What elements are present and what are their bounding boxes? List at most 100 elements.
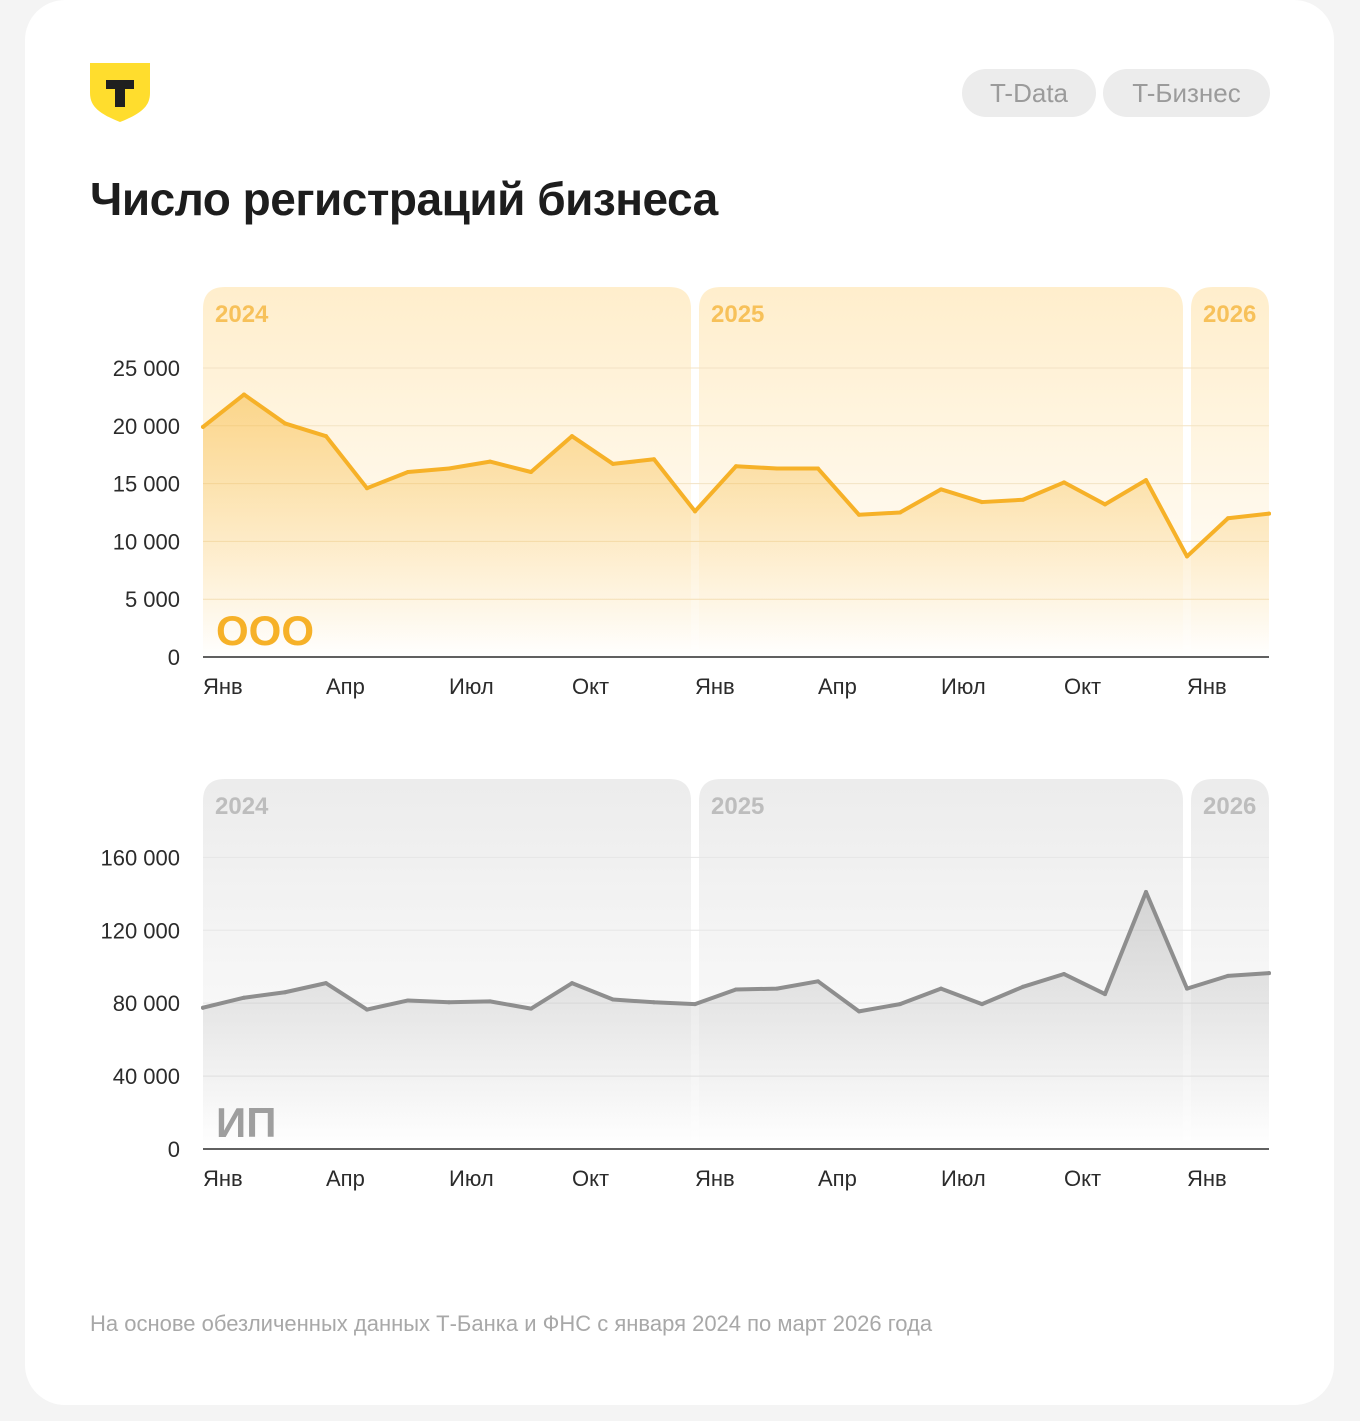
y-tick-label: 10 000 — [113, 529, 180, 554]
data-point — [570, 981, 574, 986]
y-tick-label: 160 000 — [100, 845, 180, 870]
data-point — [611, 461, 615, 466]
data-point — [693, 1002, 697, 1007]
data-point — [1144, 890, 1148, 895]
x-tick-label: Окт — [1064, 1166, 1101, 1191]
x-tick-label: Окт — [572, 1166, 609, 1191]
data-point — [939, 487, 943, 492]
x-tick-label: Июл — [941, 674, 986, 699]
data-point — [201, 424, 205, 429]
data-point — [611, 997, 615, 1002]
y-tick-label: 25 000 — [113, 356, 180, 381]
x-tick-label: Окт — [1064, 674, 1101, 699]
data-point — [365, 1007, 369, 1012]
x-tick-label: Янв — [203, 674, 243, 699]
x-tick-label: Июл — [449, 674, 494, 699]
year-label: 2025 — [711, 793, 764, 820]
footnote: На основе обезличенных данных Т-Банка и … — [90, 1311, 933, 1336]
data-point — [734, 464, 738, 469]
data-point — [1226, 973, 1230, 978]
data-point — [816, 466, 820, 471]
data-point — [1103, 502, 1107, 507]
data-point — [652, 457, 656, 462]
data-point — [693, 509, 697, 514]
data-point — [529, 1006, 533, 1011]
data-point — [816, 979, 820, 984]
series-area — [203, 892, 1269, 1149]
y-tick-label: 80 000 — [113, 991, 180, 1016]
y-tick-label: 0 — [168, 645, 180, 670]
x-tick-label: Апр — [326, 1166, 365, 1191]
t-bank-shield-icon — [90, 63, 150, 122]
data-point — [488, 459, 492, 464]
data-point — [201, 1005, 205, 1010]
data-point — [570, 434, 574, 439]
year-label: 2024 — [215, 301, 269, 328]
y-tick-label: 0 — [168, 1137, 180, 1162]
x-tick-label: Янв — [695, 674, 735, 699]
data-point — [529, 470, 533, 474]
data-point — [939, 986, 943, 991]
data-point — [242, 392, 246, 397]
data-point — [857, 1009, 861, 1014]
data-point — [1185, 554, 1189, 559]
tag-t-data: T-Data — [962, 69, 1096, 117]
x-tick-label: Апр — [818, 1166, 857, 1191]
data-point — [1021, 497, 1025, 502]
y-tick-label: 120 000 — [100, 918, 180, 943]
data-point — [1062, 480, 1066, 485]
x-tick-label: Янв — [695, 1166, 735, 1191]
x-tick-label: Июл — [941, 1166, 986, 1191]
x-tick-label: Янв — [203, 1166, 243, 1191]
year-label: 2025 — [711, 301, 764, 328]
chart-svg: 2024 2025 2026 0 5 000 10 000 15 000 20 000 25 0… — [113, 287, 1271, 699]
data-point — [324, 434, 328, 439]
data-point — [980, 1002, 984, 1007]
x-tick-label: Апр — [818, 674, 857, 699]
data-point — [447, 466, 451, 471]
data-point — [406, 470, 410, 474]
x-tick-label: Янв — [1187, 674, 1227, 699]
data-point — [734, 987, 738, 992]
y-tick-label: 20 000 — [113, 414, 180, 439]
data-point — [1267, 511, 1271, 516]
data-point — [324, 981, 328, 986]
x-tick-label: Июл — [449, 1166, 494, 1191]
data-point — [406, 998, 410, 1003]
data-point — [1062, 972, 1066, 977]
data-point — [1267, 971, 1271, 976]
y-tick-label: 40 000 — [113, 1064, 180, 1089]
data-point — [652, 1000, 656, 1005]
data-point — [488, 999, 492, 1004]
data-point — [1226, 516, 1230, 521]
year-label: 2026 — [1203, 301, 1256, 328]
data-point — [1144, 478, 1148, 483]
x-tick-label: Апр — [326, 674, 365, 699]
data-point — [1103, 992, 1107, 997]
data-point — [898, 1002, 902, 1007]
page-title: Число регистраций бизнеса — [90, 173, 718, 225]
data-point — [775, 986, 779, 991]
card — [25, 0, 1334, 1405]
data-point — [242, 995, 246, 1000]
data-point — [1021, 984, 1025, 989]
y-tick-label: 5 000 — [125, 587, 180, 612]
data-point — [283, 421, 287, 426]
chart-ip: 2024 2025 2026 0 40 000 80 000 120 000 160 000 Я… — [0, 762, 1360, 1242]
x-tick-label: Янв — [1187, 1166, 1227, 1191]
year-label: 2024 — [215, 793, 269, 820]
data-point — [283, 990, 287, 995]
tag-t-business: T-Бизнес — [1103, 69, 1270, 117]
data-point — [775, 466, 779, 471]
data-point — [447, 1000, 451, 1005]
year-label: 2026 — [1203, 793, 1256, 820]
data-point — [980, 500, 984, 505]
data-point — [1185, 986, 1189, 991]
chart-svg: 2024 2025 2026 0 40 000 80 000 120 000 160 000 Я… — [100, 779, 1271, 1191]
chart-ooo: 2024 2025 2026 0 5 000 10 000 15 000 20 000 25 0… — [0, 270, 1360, 750]
series-area — [203, 394, 1269, 657]
data-point — [898, 510, 902, 515]
data-point — [365, 486, 369, 491]
y-tick-label: 15 000 — [113, 472, 180, 497]
series-label: ООО — [216, 607, 314, 654]
